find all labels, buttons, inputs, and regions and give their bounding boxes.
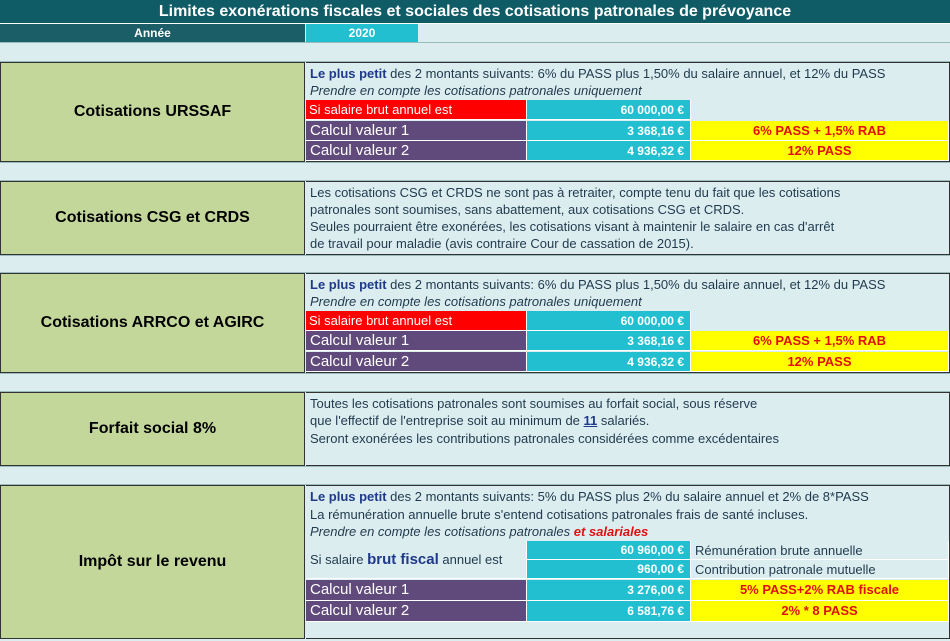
- separator: [0, 255, 950, 273]
- urssaf-calc2-value: 4 936,32 €: [527, 141, 691, 161]
- urssaf-calc1-value: 3 368,16 €: [527, 121, 691, 141]
- arrco-calc2-label: Calcul valeur 2: [306, 352, 527, 372]
- urssaf-salary-label: Si salaire brut annuel est: [306, 100, 527, 120]
- impot-panel: Le plus petit des 2 montants suivants: 5…: [306, 485, 950, 639]
- csg-line: patronales sont soumises, sans abattemen…: [310, 202, 745, 217]
- csg-line: Seules pourraient être exonérées, les co…: [310, 219, 835, 234]
- arrco-panel: Le plus petit des 2 montants suivants: 6…: [306, 273, 950, 373]
- forfait-line1: Toutes les cotisations patronales sont s…: [310, 396, 758, 411]
- arrco-calc2-formula: 12% PASS: [691, 352, 949, 372]
- impot-calc2-label: Calcul valeur 2: [306, 601, 527, 622]
- impot-calc2-formula: 2% * 8 PASS: [691, 601, 949, 622]
- arrco-calc2-value: 4 936,32 €: [527, 352, 691, 372]
- impot-definition: La rémunération annuelle brute s'entend …: [310, 507, 809, 522]
- page-title: Limites exonérations fiscales et sociale…: [0, 0, 950, 24]
- year-value[interactable]: 2020: [306, 24, 418, 42]
- csg-label: Cotisations CSG et CRDS: [0, 181, 305, 255]
- arrco-salary-value[interactable]: 60 000,00 €: [527, 311, 691, 331]
- arrco-calc1-label: Calcul valeur 1: [306, 331, 527, 351]
- impot-calc1-label: Calcul valeur 1: [306, 580, 527, 601]
- arrco-calc1-value: 3 368,16 €: [527, 331, 691, 351]
- year-label: Année: [0, 24, 305, 42]
- impot-note-salariales: et salariales: [573, 524, 649, 539]
- csg-line: Les cotisations CSG et CRDS ne sont pas …: [310, 185, 841, 200]
- impot-rule: Le plus petit des 2 montants suivants: 5…: [310, 489, 869, 504]
- urssaf-rule-rest: des 2 montants suivants: 6% du PASS plus…: [386, 66, 886, 81]
- csg-line: de travail pour maladie (avis contraire …: [310, 236, 694, 251]
- urssaf-rule: Le plus petit des 2 montants suivants: 6…: [310, 66, 885, 81]
- separator: [0, 373, 950, 392]
- arrco-label: Cotisations ARRCO et AGIRC: [0, 273, 305, 373]
- forfait-line2-a: que l'effectif de l'entreprise soit au m…: [310, 413, 584, 428]
- forfait-panel: Toutes les cotisations patronales sont s…: [306, 392, 950, 466]
- forfait-label: Forfait social 8%: [0, 392, 305, 466]
- urssaf-salary-value[interactable]: 60 000,00 €: [527, 100, 691, 120]
- separator: [0, 42, 950, 62]
- impot-label: Impôt sur le revenu: [0, 485, 305, 639]
- impot-rule-bold: Le plus petit: [310, 489, 387, 504]
- impot-note-a: Prendre en compte les cotisations patron…: [310, 524, 574, 539]
- urssaf-calc2-label: Calcul valeur 2: [306, 141, 527, 161]
- impot-salary-c: annuel est: [438, 552, 503, 567]
- forfait-line3: Seront exonérées les contributions patro…: [310, 431, 779, 446]
- arrco-salary-label: Si salaire brut annuel est: [306, 311, 527, 331]
- separator: [0, 466, 950, 485]
- impot-salary-bold: brut fiscal: [367, 551, 439, 568]
- impot-rem-label: Rémunération brute annuelle: [691, 541, 949, 560]
- urssaf-rule-bold: Le plus petit: [310, 66, 387, 81]
- impot-contrib-value[interactable]: 960,00 €: [527, 560, 691, 579]
- arrco-rule-rest: des 2 montants suivants: 6% du PASS plus…: [386, 277, 886, 292]
- urssaf-calc2-formula: 12% PASS: [691, 141, 949, 161]
- forfait-min-employees: 11: [583, 413, 598, 428]
- impot-contrib-label: Contribution patronale mutuelle: [691, 560, 949, 579]
- csg-panel: Les cotisations CSG et CRDS ne sont pas …: [306, 181, 950, 255]
- impot-rem-value[interactable]: 60 960,00 €: [527, 541, 691, 560]
- separator: [0, 162, 950, 181]
- arrco-rule-bold: Le plus petit: [310, 277, 387, 292]
- arrco-calc1-formula: 6% PASS + 1,5% RAB: [691, 331, 949, 351]
- urssaf-label: Cotisations URSSAF: [0, 62, 305, 162]
- forfait-line2: que l'effectif de l'entreprise soit au m…: [310, 413, 649, 428]
- urssaf-calc1-formula: 6% PASS + 1,5% RAB: [691, 121, 949, 141]
- forfait-line2-b: salariés.: [597, 413, 650, 428]
- arrco-rule: Le plus petit des 2 montants suivants: 6…: [310, 277, 885, 292]
- impot-salary-a: Si salaire: [310, 552, 368, 567]
- impot-salary-label: Si salaire brut fiscal annuel est: [306, 541, 527, 579]
- impot-calc1-value: 3 276,00 €: [527, 580, 691, 601]
- impot-rule-rest: des 2 montants suivants: 5% du PASS plus…: [386, 489, 869, 504]
- arrco-note: Prendre en compte les cotisations patron…: [310, 294, 642, 309]
- urssaf-panel: Le plus petit des 2 montants suivants: 6…: [306, 62, 950, 162]
- urssaf-calc1-label: Calcul valeur 1: [306, 121, 527, 141]
- impot-calc2-value: 6 581,76 €: [527, 601, 691, 622]
- impot-note: Prendre en compte les cotisations patron…: [310, 524, 648, 539]
- impot-calc1-formula: 5% PASS+2% RAB fiscale: [691, 580, 949, 601]
- urssaf-note: Prendre en compte les cotisations patron…: [310, 83, 642, 98]
